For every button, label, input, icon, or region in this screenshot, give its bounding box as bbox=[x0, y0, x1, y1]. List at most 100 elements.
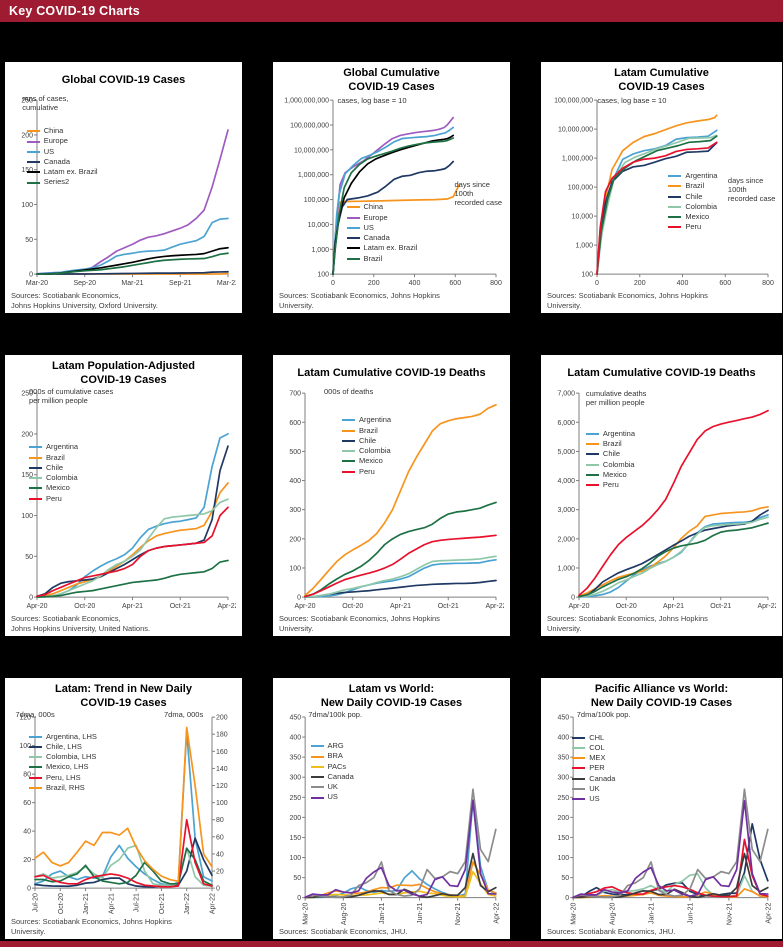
series-line-chile bbox=[304, 579, 497, 598]
legend-label: Chile, LHS bbox=[46, 741, 82, 751]
y-tick-label: 60 bbox=[23, 800, 31, 807]
x-tick-label: Mar-20 bbox=[303, 903, 310, 925]
legend-swatch-icon bbox=[346, 216, 360, 219]
legend-item: Series2 bbox=[26, 178, 98, 186]
chart-panel-latam-pop-adjusted: Latam Population-Adjusted COVID-19 Cases… bbox=[5, 355, 242, 636]
legend-label: Mexico bbox=[359, 456, 383, 466]
legend-swatch-icon bbox=[346, 237, 360, 240]
legend-swatch-icon bbox=[585, 463, 599, 466]
report-title-bar: Key COVID-19 Charts bbox=[0, 0, 783, 22]
x-tick-label: 600 bbox=[449, 280, 461, 287]
chart-title: Latam Population-Adjusted COVID-19 Cases bbox=[52, 360, 195, 386]
axis-note: days since 100th recorded case bbox=[727, 176, 776, 203]
y-tick-label: 250 bbox=[290, 795, 302, 802]
series-line-us bbox=[36, 217, 229, 275]
y-tick-label: 10,000,000 bbox=[294, 147, 329, 154]
legend-label: Colombia bbox=[685, 201, 718, 211]
legend-swatch-icon bbox=[342, 439, 355, 442]
x-tick-label: 200 bbox=[368, 280, 380, 287]
legend-label: Canada bbox=[589, 773, 616, 783]
chart-svg: 0 1,000 2,000 3,000 4,000 5,000 6,000 7,000 Apr-… bbox=[557, 391, 776, 611]
legend-label: UK bbox=[589, 783, 600, 793]
chart-svg: 0 50 100 150 200 250 Mar-20 Sep-20 Mar-21 Sep-21 M… bbox=[21, 98, 236, 288]
legend-label: US bbox=[43, 146, 55, 156]
y-tick-label: 200 bbox=[21, 132, 33, 139]
series-line-series2 bbox=[36, 252, 229, 275]
series-line-peru bbox=[36, 506, 229, 598]
x-tick-label: Jul-20 bbox=[33, 893, 40, 912]
legend-swatch-icon bbox=[572, 767, 586, 770]
series-line-brazil bbox=[36, 482, 229, 598]
series-line-colombia bbox=[578, 516, 769, 598]
chart-panel-latam-cumulative: Latam Cumulative COVID-19 Cases 100 1,000… bbox=[541, 62, 782, 313]
y-tick-label: 3,000 bbox=[557, 507, 575, 514]
chart-svg: 0 50 100 150 200 250 Apr-20 Oct-20 Apr-21 Oct-21 A… bbox=[21, 391, 236, 611]
chart-legend: China Europe US Canada Latam ex. Brazil Brazi… bbox=[346, 203, 417, 263]
chart-sources: Sources: Scotiabank Economics, Johns Hop… bbox=[11, 917, 172, 936]
legend-swatch-icon bbox=[26, 130, 40, 133]
y-tick-label: 4,000 bbox=[557, 478, 575, 485]
chart-legend: ARG BRA PACs Canada UK US bbox=[310, 741, 354, 802]
chart-panel-global-cumulative: Global Cumulative COVID-19 Cases 100 1,00… bbox=[273, 62, 510, 313]
legend-label: Colombia, LHS bbox=[46, 752, 97, 762]
y-tick-label: 80 bbox=[23, 772, 31, 779]
legend-label: BRA bbox=[327, 751, 343, 761]
x-tick-label: Apr-20 bbox=[568, 603, 589, 610]
y2-tick-label: 60 bbox=[216, 834, 224, 841]
y-tick-label: 10,000 bbox=[572, 214, 594, 221]
legend-label: China bbox=[43, 126, 64, 136]
y-tick-label: 300 bbox=[289, 507, 301, 514]
x-tick-label: Oct-21 bbox=[710, 603, 731, 610]
y2-tick-label: 160 bbox=[216, 749, 228, 756]
chart-canvas: 0 50 100 150 200 250 300 350 400 450 Mar-20 Aug-20 J… bbox=[547, 710, 776, 925]
chart-canvas: 0 50 100 150 200 250 Mar-20 Sep-20 Mar-21 Sep-21 M… bbox=[11, 94, 236, 289]
legend-swatch-icon bbox=[26, 161, 40, 164]
legend-swatch-icon bbox=[342, 470, 355, 473]
legend-item: Colombia bbox=[29, 473, 78, 482]
x-tick-label: Apr-22 bbox=[765, 903, 772, 924]
y2-tick-label: 120 bbox=[216, 783, 228, 790]
legend-swatch-icon bbox=[668, 175, 682, 178]
legend-label: PACs bbox=[327, 761, 347, 771]
legend-swatch-icon bbox=[26, 181, 40, 184]
series-line-peru-lhs bbox=[34, 818, 213, 888]
chart-title: Latam: Trend in New Daily COVID-19 Cases bbox=[55, 683, 192, 709]
x-tick-label: Nov-21 bbox=[726, 903, 733, 925]
legend-item: Mexico bbox=[585, 470, 635, 479]
legend-label: Europe bbox=[363, 212, 388, 222]
y-tick-label: 50 bbox=[25, 237, 33, 244]
legend-swatch-icon bbox=[29, 446, 42, 449]
legend-item: Brazil bbox=[29, 453, 78, 462]
series-line-chile bbox=[596, 141, 718, 275]
legend-label: Chile bbox=[685, 191, 703, 201]
y2-tick-label: 100 bbox=[216, 800, 228, 807]
legend-label: Europe bbox=[43, 136, 68, 146]
legend-swatch-icon bbox=[572, 757, 586, 760]
legend-swatch-icon bbox=[310, 776, 324, 779]
x-tick-label: Apr-22 bbox=[217, 603, 236, 610]
legend-swatch-icon bbox=[26, 140, 40, 143]
chart-canvas: 100 1,000 10,000 100,000 1,000,000 10,000,000… bbox=[279, 94, 504, 289]
legend-swatch-icon bbox=[668, 195, 682, 198]
x-tick-label: Oct-20 bbox=[74, 603, 95, 610]
x-tick-label: Oct-21 bbox=[170, 603, 191, 610]
chart-svg: 100 1,000 10,000 100,000 1,000,000 10,000,000… bbox=[284, 98, 502, 288]
legend-item: Brazil bbox=[585, 439, 635, 448]
x-tick-label: Oct-21 bbox=[438, 603, 459, 610]
y-tick-label: 250 bbox=[21, 98, 33, 105]
legend-swatch-icon bbox=[29, 466, 42, 469]
legend-swatch-icon bbox=[572, 798, 586, 801]
x-tick-label: Oct-20 bbox=[342, 603, 363, 610]
y-tick-label: 20 bbox=[23, 857, 31, 864]
x-tick-label: Oct-20 bbox=[58, 893, 65, 914]
legend-item: Argentina, LHS bbox=[29, 732, 97, 741]
legend-swatch-icon bbox=[29, 477, 42, 480]
x-tick-label: Oct-20 bbox=[616, 603, 637, 610]
legend-label: Brazil bbox=[363, 253, 383, 263]
legend-label: Canada bbox=[327, 771, 354, 781]
chart-legend: Argentina, LHS Chile, LHS Colombia, LHS Mex… bbox=[29, 732, 97, 793]
y-tick-label: 50 bbox=[25, 554, 33, 561]
legend-item: Brazil, RHS bbox=[29, 783, 97, 792]
legend-swatch-icon bbox=[29, 456, 42, 459]
x-tick-label: Jan-21 bbox=[379, 903, 386, 924]
